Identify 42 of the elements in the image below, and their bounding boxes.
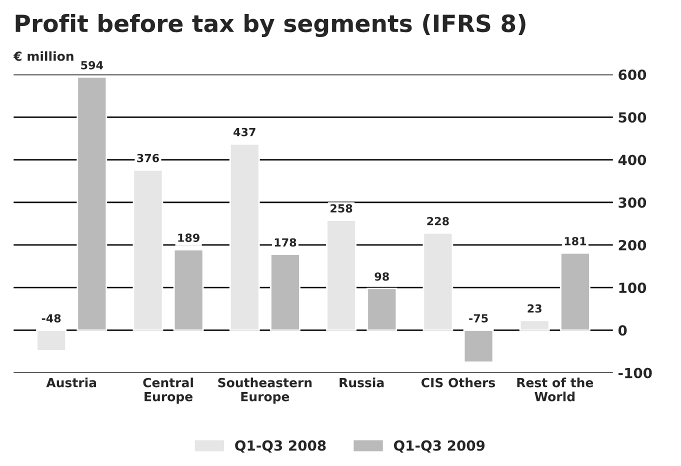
data-label: -75 bbox=[469, 314, 488, 322]
bar bbox=[132, 169, 164, 331]
data-label: 594 bbox=[81, 61, 103, 70]
data-label: 189 bbox=[178, 234, 200, 242]
y-tick-label: 500 bbox=[618, 112, 646, 123]
bar bbox=[76, 76, 108, 331]
y-tick-label: 100 bbox=[619, 282, 646, 294]
y-tick-label: 600 bbox=[618, 70, 646, 80]
x-tick-label: Southeastern Europe bbox=[218, 378, 312, 404]
legend-label: Q1-Q3 2008 bbox=[235, 440, 326, 453]
bar bbox=[36, 330, 67, 352]
bar bbox=[229, 143, 260, 331]
x-tick-label: CIS Others bbox=[421, 378, 496, 388]
data-label: 437 bbox=[234, 128, 256, 136]
bar bbox=[560, 252, 590, 331]
data-label: 376 bbox=[137, 154, 159, 162]
y-tick-label: 400 bbox=[618, 154, 646, 166]
bar bbox=[463, 330, 494, 363]
x-tick-label: Rest of the World bbox=[517, 378, 594, 402]
chart-title: Profit before tax by segments (IFRS 8) bbox=[16, 14, 526, 38]
y-tick-label: -100 bbox=[618, 368, 652, 378]
data-label: -48 bbox=[42, 314, 61, 322]
bar bbox=[270, 254, 300, 331]
data-label: 228 bbox=[427, 216, 449, 226]
x-tick-label: Austria bbox=[46, 378, 96, 388]
y-axis-title: € million bbox=[13, 51, 74, 61]
bar bbox=[366, 288, 398, 331]
y-tick-label: 0 bbox=[618, 325, 627, 336]
bar bbox=[173, 248, 204, 331]
bar bbox=[422, 232, 454, 331]
bar bbox=[326, 220, 356, 331]
x-tick-label: Russia bbox=[340, 378, 384, 388]
data-label: 178 bbox=[274, 238, 296, 247]
data-label: 23 bbox=[528, 304, 542, 313]
legend-label: Q1-Q3 2009 bbox=[394, 440, 485, 453]
y-tick-label: 200 bbox=[618, 240, 646, 250]
data-label: 258 bbox=[330, 204, 352, 213]
x-tick-label: Central Europe bbox=[143, 378, 193, 404]
bar bbox=[519, 320, 550, 331]
data-label: 181 bbox=[564, 236, 586, 246]
data-label: 98 bbox=[374, 272, 389, 281]
y-tick-label: 300 bbox=[618, 197, 646, 208]
